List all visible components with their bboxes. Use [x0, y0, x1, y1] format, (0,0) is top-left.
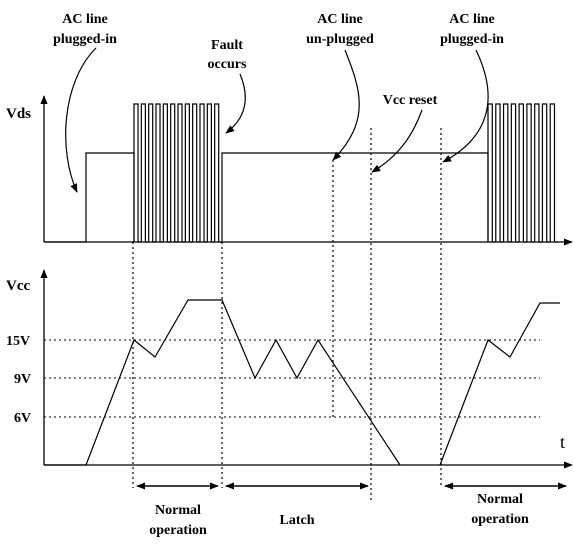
phase-normal-1-line2: operation — [149, 523, 207, 538]
annotation-fault-occurs: Fault occurs — [208, 38, 247, 133]
vds-switching-burst-1 — [134, 104, 222, 242]
vcc-waveform-2 — [440, 303, 560, 465]
annotation-vcc-reset: Vcc reset — [372, 93, 438, 172]
annotation-ac-plugged-in-1: AC line plugged-in — [53, 12, 117, 192]
vcc-panel: Vcc t 15V 9V 6V — [6, 270, 572, 465]
level-lines — [44, 340, 540, 417]
level-6v-label: 6V — [14, 411, 31, 426]
annotation-ac-plugged-in-2: AC line plugged-in — [440, 12, 504, 162]
vds-switching-burst-2 — [488, 104, 558, 242]
burst2-pulses — [488, 104, 558, 242]
phase-normal-2-line2: operation — [471, 512, 529, 527]
svg-text:AC line: AC line — [449, 12, 495, 27]
phase-latch-label: Latch — [280, 513, 315, 528]
time-axis-label: t — [560, 432, 565, 452]
svg-text:AC line: AC line — [62, 12, 108, 27]
vcc-axis-label: Vcc — [6, 278, 30, 294]
svg-text:AC line: AC line — [317, 12, 363, 27]
svg-text:Vcc reset: Vcc reset — [383, 93, 438, 108]
annotation-ac-unplugged: AC line un-plugged — [306, 12, 374, 160]
vds-waveform-plugin-step — [44, 153, 134, 242]
arrow-ac-plugged-in-2 — [443, 50, 488, 162]
svg-text:Fault: Fault — [211, 38, 243, 53]
phase-normal-1-line1: Normal — [155, 503, 201, 518]
arrow-ac-plugged-in-1 — [66, 48, 96, 192]
arrow-fault-occurs — [226, 74, 245, 133]
arrow-ac-unplugged — [333, 50, 359, 160]
arrow-vcc-reset — [372, 110, 422, 172]
svg-text:plugged-in: plugged-in — [53, 32, 117, 47]
level-9v-label: 9V — [14, 372, 31, 387]
svg-text:occurs: occurs — [208, 57, 247, 72]
vds-waveform-latch — [222, 153, 488, 242]
level-15v-label: 15V — [6, 334, 30, 349]
phase-spans: Normal operation Latch Normal operation — [137, 486, 566, 538]
vds-axis-label: Vds — [6, 106, 31, 122]
burst1-pulses — [134, 104, 222, 242]
event-markers — [133, 128, 441, 500]
vds-panel: Vds — [6, 96, 572, 242]
svg-text:plugged-in: plugged-in — [440, 32, 504, 47]
phase-normal-2-line1: Normal — [477, 492, 523, 507]
svg-text:un-plugged: un-plugged — [306, 32, 374, 47]
